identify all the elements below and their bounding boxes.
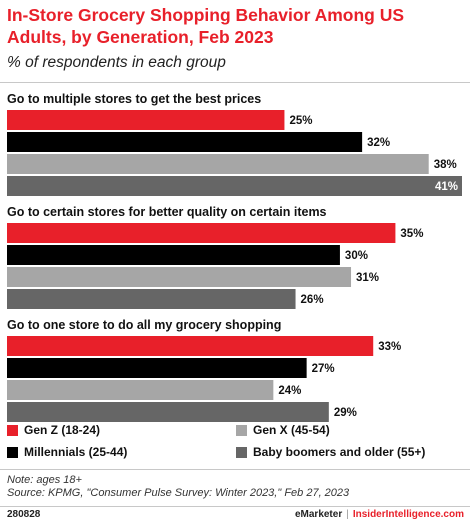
footer: 280828 eMarketer | InsiderIntelligence.com bbox=[0, 507, 470, 522]
legend-swatch bbox=[236, 446, 247, 458]
data-label: 30% bbox=[345, 250, 368, 262]
chart-id: 280828 bbox=[7, 509, 41, 520]
legend: Gen Z (18-24) Millennials (25-44) Gen X (4… bbox=[7, 423, 467, 465]
data-label: 26% bbox=[301, 294, 324, 306]
bar-chart: Go to multiple stores to get the best pr… bbox=[7, 92, 462, 422]
bar bbox=[7, 358, 307, 378]
bar bbox=[7, 336, 374, 356]
brand-emarketer: eMarketer bbox=[294, 509, 343, 520]
bar bbox=[7, 223, 396, 243]
data-label: 32% bbox=[367, 137, 390, 149]
legend-item: Baby boomers and older (55+) bbox=[236, 445, 425, 459]
legend-item: Gen Z (18-24) bbox=[7, 423, 100, 437]
legend-label: Gen X (45-54) bbox=[253, 423, 330, 437]
bar bbox=[7, 154, 429, 174]
data-label: 38% bbox=[434, 159, 457, 171]
legend-item: Millennials (25-44) bbox=[7, 445, 127, 459]
data-label: 27% bbox=[312, 363, 335, 375]
legend-swatch bbox=[7, 446, 18, 458]
chart-title: In-Store Grocery Shopping Behavior Among… bbox=[7, 5, 405, 47]
footer-divider bbox=[0, 506, 470, 507]
bar bbox=[7, 110, 285, 130]
data-label: 29% bbox=[334, 407, 357, 419]
legend-label: Gen Z (18-24) bbox=[24, 423, 101, 437]
bar bbox=[7, 289, 296, 309]
chart-subtitle: % of respondents in each group bbox=[7, 54, 226, 71]
brand-separator: | bbox=[346, 509, 349, 520]
data-label: 35% bbox=[400, 228, 423, 240]
data-label: 41% bbox=[435, 181, 458, 193]
legend-divider bbox=[0, 469, 470, 470]
bar bbox=[7, 176, 462, 196]
note-text: Note: ages 18+ bbox=[7, 474, 82, 486]
brand-attribution: eMarketer | InsiderIntelligence.com bbox=[295, 509, 464, 520]
legend-swatch bbox=[7, 424, 18, 436]
legend-label: Millennials (25-44) bbox=[24, 445, 128, 459]
legend-label: Baby boomers and older (55+) bbox=[253, 445, 426, 459]
legend-item: Gen X (45-54) bbox=[236, 423, 330, 437]
bar bbox=[7, 380, 274, 400]
brand-insider-intelligence: InsiderIntelligence.com bbox=[352, 509, 464, 520]
category-label: Go to one store to do all my grocery sho… bbox=[7, 318, 281, 332]
legend-swatch bbox=[236, 424, 247, 436]
bar bbox=[7, 267, 352, 287]
category-label: Go to certain stores for better quality … bbox=[7, 205, 327, 219]
source-text: Source: KPMG, "Consumer Pulse Survey: Wi… bbox=[7, 487, 350, 499]
header-divider bbox=[0, 82, 470, 83]
category-label: Go to multiple stores to get the best pr… bbox=[7, 92, 261, 106]
data-label: 24% bbox=[278, 385, 301, 397]
data-label: 25% bbox=[289, 115, 312, 127]
bar bbox=[7, 245, 340, 265]
bar bbox=[7, 132, 363, 152]
notes: Note: ages 18+ Source: KPMG, "Consumer P… bbox=[7, 474, 349, 500]
data-label: 31% bbox=[356, 272, 379, 284]
data-label: 33% bbox=[378, 341, 401, 353]
bar bbox=[7, 402, 329, 422]
